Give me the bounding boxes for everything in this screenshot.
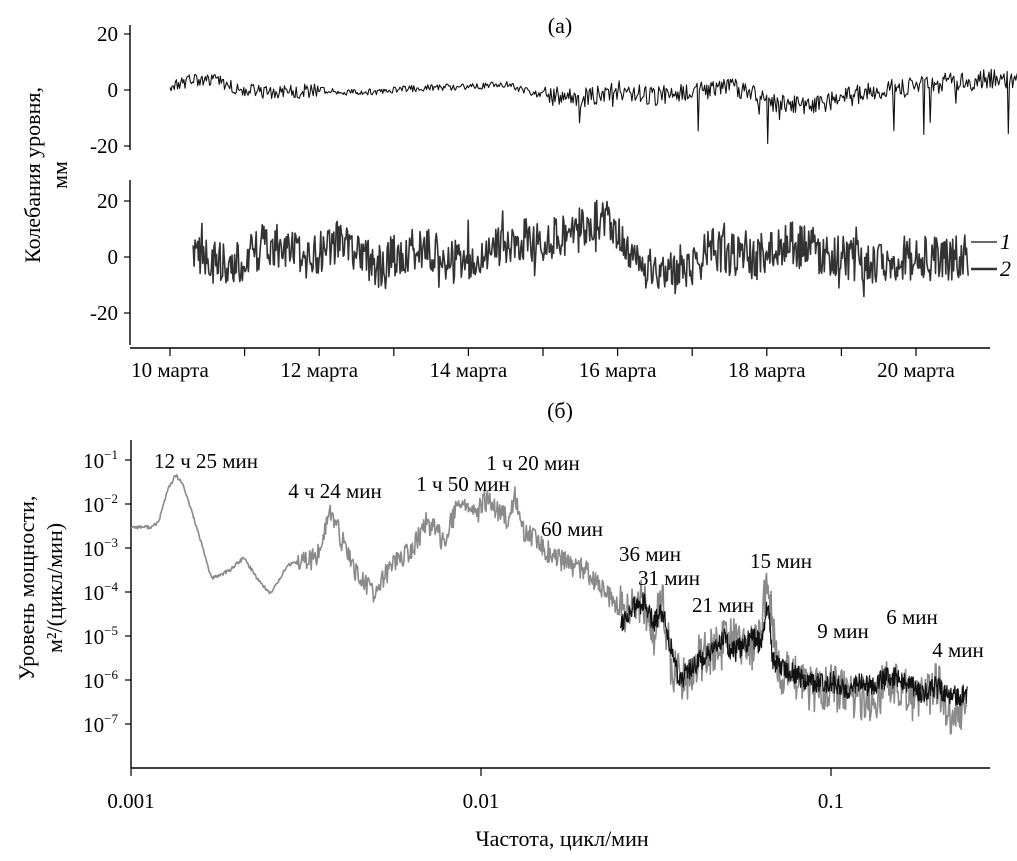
annotation-period-4: 1 ч 20 мин [486, 451, 580, 475]
panel-a-x-axis: 10 марта 12 марта 14 марта 16 марта 18 марта… [130, 347, 990, 382]
y-tick-label: 10−1 [83, 447, 118, 473]
x-tick-label: 14 марта [430, 358, 508, 382]
annotation-period-1: 12 ч 25 мин [154, 449, 258, 473]
x-tick-label: 0.1 [818, 789, 844, 813]
annotation-period-8: 21 мин [692, 593, 754, 617]
panel-b-axes: 10−110−210−310−410−510−610−70.001 0.01 0.1 [83, 440, 990, 813]
panel-b-y-axis-title-line-1: Уровень мощности, [14, 496, 39, 681]
y-tick-base: 10 [83, 669, 104, 693]
y-tick-label: 0 [108, 245, 119, 269]
annotation-period-5: 60 мин [541, 517, 603, 541]
legend-label-1: 1 [1000, 229, 1011, 254]
y-tick-exponent: −7 [104, 711, 118, 726]
y-tick-exponent: −3 [104, 535, 118, 550]
annotation-period-12: 4 мин [932, 638, 984, 662]
annotation-period-3: 1 ч 50 мин [416, 472, 510, 496]
y-tick-label: 0 [108, 78, 119, 102]
x-tick-label: 0.001 [107, 789, 154, 813]
y-tick-exponent: −6 [104, 667, 118, 682]
annotation-period-10: 9 мин [817, 619, 869, 643]
panel-b-label: (б) [547, 398, 573, 423]
y-tick-base: 10 [83, 537, 104, 561]
y-title-line-1: Колебания уровня, [20, 87, 45, 263]
y-tick-exponent: −1 [104, 447, 118, 462]
x-tick-label: 10 марта [131, 358, 209, 382]
x-tick-label: 20 марта [877, 358, 955, 382]
y-tick-label: -20 [90, 134, 118, 158]
y-tick-label: 20 [97, 189, 118, 213]
y-tick-base: 10 [83, 581, 104, 605]
legend-label-2: 2 [1000, 256, 1011, 281]
x-tick-label: 16 марта [579, 358, 657, 382]
y-tick-label: 20 [97, 22, 118, 46]
y-tick-label: 10−3 [83, 535, 118, 561]
annotation-period-7: 31 мин [638, 566, 700, 590]
annotation-period-11: 6 мин [886, 605, 938, 629]
panel-b-y-axis-title-line-2: м²/(цикл/мин) [42, 523, 67, 653]
x-tick-label: 12 марта [280, 358, 358, 382]
y-tick-base: 10 [83, 449, 104, 473]
panel-b-series [131, 474, 968, 735]
y-tick-label: -20 [90, 301, 118, 325]
x-tick-label: 18 марта [728, 358, 806, 382]
annotation-period-2: 4 ч 24 мин [288, 479, 382, 503]
y-tick-exponent: −5 [104, 623, 118, 638]
y-tick-label: 10−6 [83, 667, 118, 693]
y-tick-label: 10−2 [83, 491, 118, 517]
panel-a-y-axis-title: Колебания уровня,мм [20, 87, 72, 263]
y-tick-base: 10 [83, 625, 104, 649]
annotation-period-9: 15 мин [750, 549, 812, 573]
spectrum-series-2 [619, 592, 968, 707]
y-tick-base: 10 [83, 493, 104, 517]
panel-a-level-oscillations: (а) Колебания уровня,мм 20 0 -20 20 0 -20 10… [20, 13, 1017, 382]
y-tick-label: 10−7 [83, 711, 118, 737]
y-tick-label: 10−4 [83, 579, 118, 605]
annotation-period-6: 36 мин [619, 542, 681, 566]
y-tick-exponent: −2 [104, 491, 118, 506]
panel-b-x-axis-title: Частота, цикл/мин [475, 826, 649, 851]
spectrum-series-1 [131, 474, 968, 735]
panel-b-power-spectrum: (б) Уровень мощности, м²/(цикл/мин) Част… [14, 398, 990, 851]
series-1-line [169, 68, 1017, 145]
y-tick-label: 10−5 [83, 623, 118, 649]
panel-a-series-2-subplot: 20 0 -20 [90, 180, 969, 345]
panel-a-series-1-subplot: 20 0 -20 [90, 22, 1017, 158]
x-tick-label: 0.01 [463, 789, 500, 813]
panel-a-label: (а) [548, 13, 572, 38]
y-title-line-2: мм [47, 161, 72, 189]
panel-a-legend: 12 [971, 229, 1011, 281]
y-tick-exponent: −4 [104, 579, 118, 594]
series-2-line [192, 199, 969, 298]
y-tick-base: 10 [83, 713, 104, 737]
